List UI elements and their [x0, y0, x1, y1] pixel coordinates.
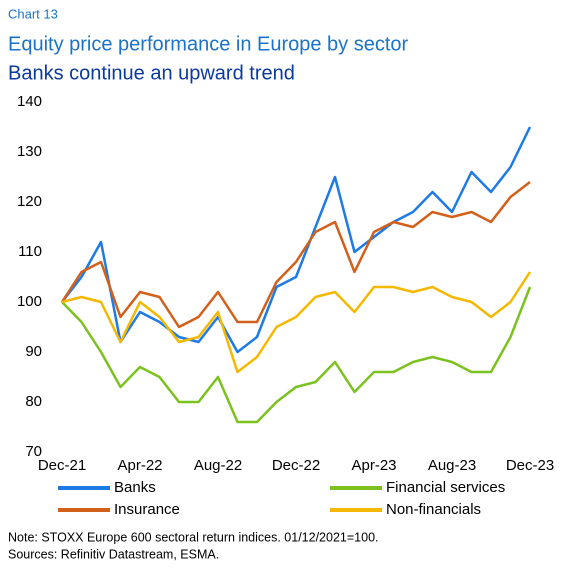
series-line	[61, 271, 532, 374]
y-tick-label: 80	[25, 393, 42, 410]
legend-label: Insurance	[114, 501, 180, 518]
y-tick-label: 70	[25, 443, 42, 460]
x-tick-label: Aug-22	[194, 457, 242, 474]
y-tick-label: 130	[17, 143, 42, 160]
x-tick-label: Dec-22	[272, 457, 320, 474]
source: Sources: Refinitiv Datastream, ESMA.	[8, 547, 219, 561]
legend-label: Financial services	[386, 479, 505, 496]
chart-subtitle: Banks continue an upward trend	[8, 62, 295, 84]
y-tick-label: 110	[18, 243, 42, 260]
series-line	[60, 181, 531, 329]
chart-title: Equity price performance in Europe by se…	[8, 33, 409, 55]
x-tick-label: Dec-21	[38, 457, 86, 474]
series-line	[61, 126, 532, 354]
x-tick-label: Dec-23	[506, 457, 554, 474]
chart-label: Chart 13	[8, 6, 58, 21]
y-tick-label: 90	[25, 343, 42, 360]
series-line	[61, 286, 532, 424]
legend-label: Non-financials	[386, 501, 481, 518]
legend-label: Banks	[114, 479, 156, 496]
note: Note: STOXX Europe 600 sectoral return i…	[8, 530, 379, 544]
y-tick-label: 140	[17, 93, 42, 110]
y-tick-label: 120	[17, 193, 42, 210]
x-tick-label: Aug-23	[428, 457, 476, 474]
x-tick-label: Apr-22	[117, 457, 162, 474]
x-tick-label: Apr-23	[351, 457, 396, 474]
y-tick-label: 100	[17, 293, 42, 310]
